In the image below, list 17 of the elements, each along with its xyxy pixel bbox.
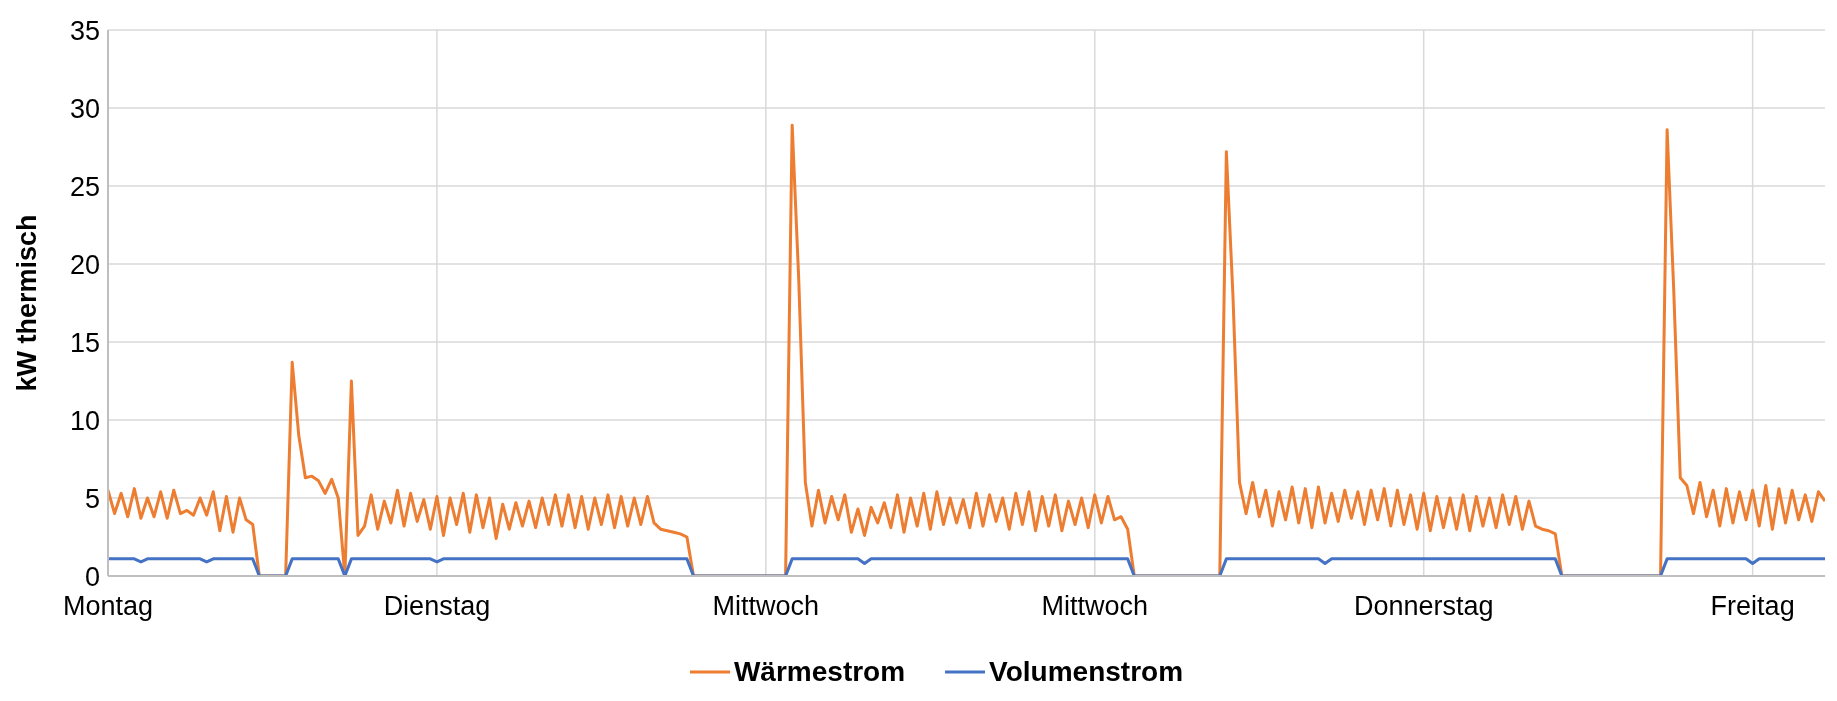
y-tick-label: 15 [69,327,100,358]
y-tick-label: 25 [69,171,100,202]
y-tick-label: 20 [69,249,100,280]
y-tick-label: 30 [69,93,100,124]
y-tick-label: 0 [84,561,100,592]
x-tick-label: Mittwoch [1041,591,1149,622]
y-axis-title: kW thermisch [11,214,42,392]
legend-label: Volumenstrom [989,656,1184,688]
x-tick-label: Dienstag [383,591,491,622]
x-tick-label: Freitag [1710,591,1795,622]
x-tick-label: Mittwoch [712,591,820,622]
x-tick-label: Donnerstag [1353,591,1494,622]
legend-label: Wärmestrom [733,656,906,688]
y-tick-label: 10 [69,405,100,436]
x-tick-label: Montag [62,591,154,622]
y-tick-label: 5 [84,483,100,514]
y-tick-label: 35 [69,15,100,46]
